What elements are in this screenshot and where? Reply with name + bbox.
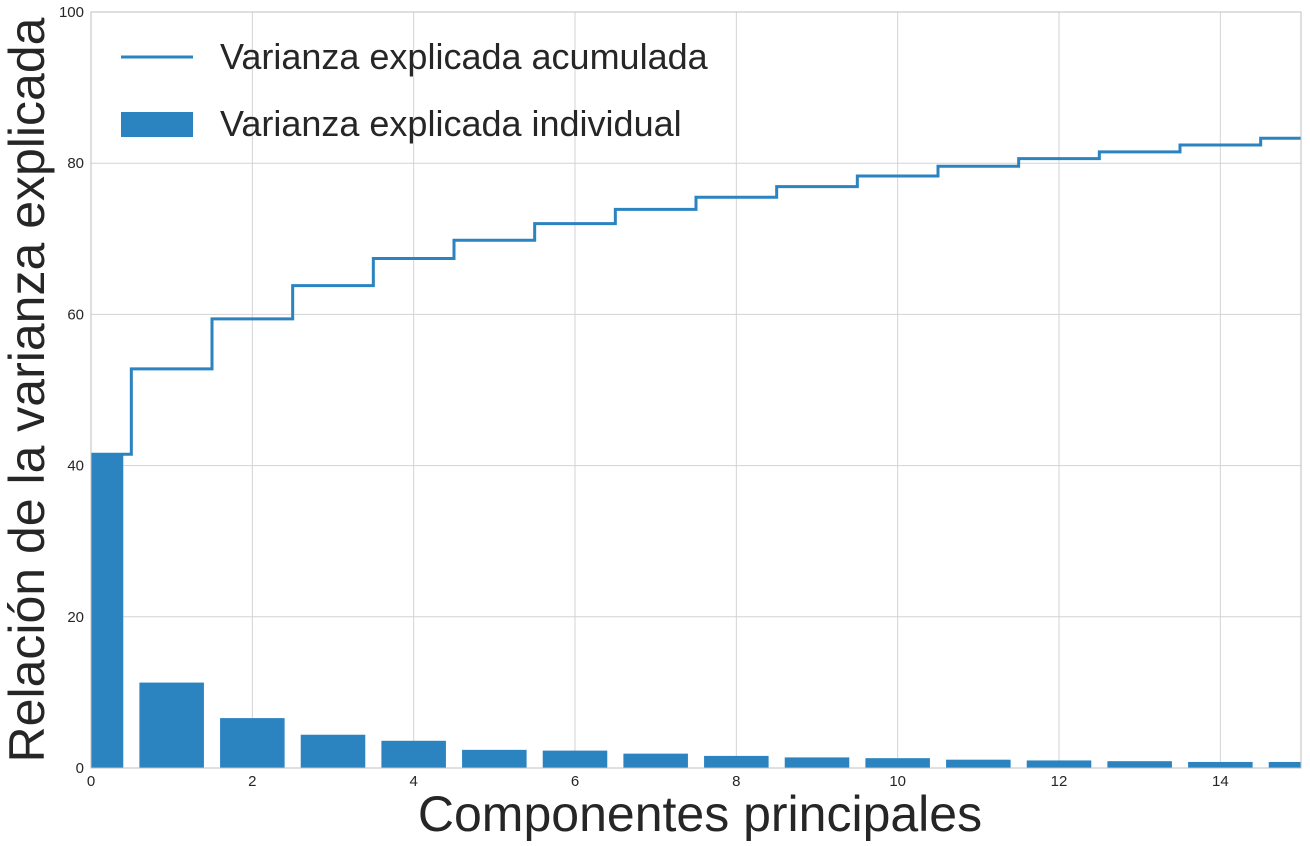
bar (784, 757, 850, 768)
x-tick-label: 12 (1051, 773, 1068, 790)
y-tick-label: 0 (76, 760, 84, 777)
y-tick-label: 40 (67, 458, 84, 475)
legend-line-label: Varianza explicada acumulada (220, 36, 709, 77)
bar (623, 753, 688, 768)
bar (542, 750, 608, 768)
x-tick-label: 2 (248, 773, 256, 790)
bar (946, 759, 1011, 768)
y-tick-label: 60 (67, 306, 84, 323)
x-axis-label: Componentes principales (418, 786, 982, 841)
x-tick-label: 10 (889, 773, 906, 790)
bar (91, 454, 124, 768)
bar (1026, 760, 1092, 768)
bar (1268, 761, 1301, 768)
bar (1107, 761, 1172, 768)
bar (1188, 761, 1253, 768)
y-tick-label: 100 (59, 4, 84, 21)
bar (704, 755, 769, 768)
x-tick-label: 4 (409, 773, 417, 790)
legend-bar-swatch (121, 112, 193, 137)
bar (462, 749, 527, 768)
cumulative-step-line (91, 136, 1301, 456)
bar (865, 758, 930, 768)
y-tick-label: 80 (67, 155, 84, 172)
legend-bar-label: Varianza explicada individual (220, 103, 682, 144)
x-tick-label: 14 (1212, 773, 1229, 790)
y-axis-label: Relación de la varianza explicada (0, 17, 55, 762)
x-tick-label: 0 (87, 773, 95, 790)
bar (220, 718, 285, 768)
y-tick-label: 20 (67, 609, 84, 626)
x-tick-label: 6 (571, 773, 579, 790)
bar (300, 734, 366, 768)
bar (139, 682, 204, 768)
bar (381, 740, 446, 768)
bar-series (91, 454, 1301, 768)
legend: Varianza explicada acumulada Varianza ex… (121, 36, 709, 144)
tick-labels: 0 2 4 6 8 10 12 14 0 20 40 60 80 100 (59, 4, 1229, 790)
plot-frame (90, 11, 1302, 769)
step-series (91, 136, 1301, 456)
x-tick-label: 8 (732, 773, 740, 790)
